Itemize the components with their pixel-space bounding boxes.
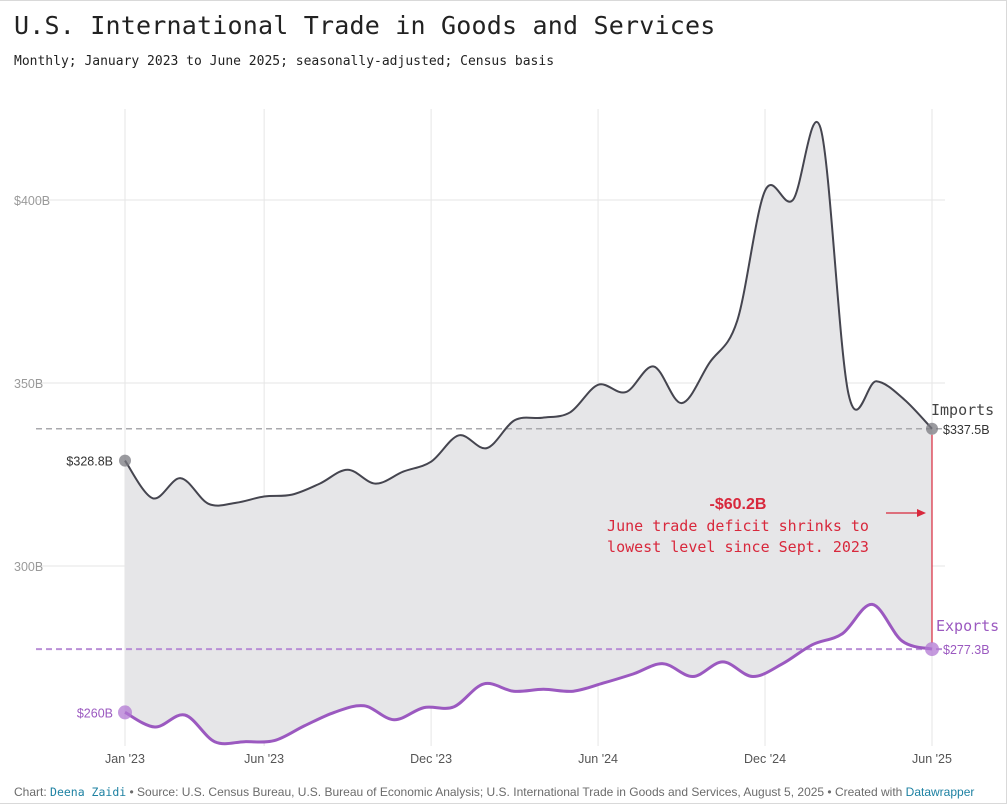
x-tick-label: Jun '23 [244, 752, 284, 766]
trade-chart: -$60.2B June trade deficit shrinks to lowe… [14, 109, 999, 766]
y-axis-labels: 300B 350B $400B [14, 194, 50, 574]
imports-start-marker [119, 454, 131, 467]
x-tick-label: Jan '23 [105, 752, 145, 766]
y-tick-label: $400B [14, 194, 50, 208]
annotation-text-line1: June trade deficit shrinks to [607, 517, 869, 535]
x-tick-label: Dec '23 [410, 752, 452, 766]
footer-chart-prefix: Chart: [14, 785, 51, 799]
exports-start-marker [118, 705, 132, 720]
y-tick-label: 350B [14, 377, 43, 391]
imports-series-label: Imports [931, 401, 994, 419]
x-tick-label: Dec '24 [744, 752, 786, 766]
chart-subtitle: Monthly; January 2023 to June 2025; seas… [14, 54, 555, 69]
datawrapper-link[interactable]: Datawrapper [905, 785, 975, 799]
imports-end-marker [926, 422, 938, 435]
imports-end-label: $337.5B [943, 423, 990, 437]
exports-series-label: Exports [936, 617, 999, 635]
footer-source: • Source: U.S. Census Bureau, U.S. Burea… [126, 785, 906, 799]
chart-footer: Chart: Deena Zaidi • Source: U.S. Census… [14, 785, 974, 799]
x-axis-labels: Jan '23 Jun '23 Dec '23 Jun '24 Dec '24 Jun '… [105, 752, 952, 766]
exports-end-label: $277.3B [943, 643, 990, 657]
deficit-value: -$60.2B [710, 496, 767, 513]
y-tick-label: 300B [14, 560, 43, 574]
imports-start-label: $328.8B [66, 455, 113, 469]
trade-gap-area [125, 121, 932, 744]
series-markers: $328.8B $337.5B Imports $260B $277.3B Exports [66, 401, 999, 720]
exports-line [124, 602, 933, 746]
reference-lines [36, 428, 945, 651]
exports-end-marker [925, 642, 939, 657]
x-tick-label: Jun '25 [912, 752, 952, 766]
annotation: -$60.2B June trade deficit shrinks to lowe… [607, 434, 933, 644]
annotation-arrowhead [917, 509, 926, 517]
author-link[interactable]: Deena Zaidi [50, 785, 127, 799]
exports-start-label: $260B [77, 706, 113, 720]
chart-title: U.S. International Trade in Goods and Se… [14, 11, 716, 40]
x-tick-label: Jun '24 [578, 752, 618, 766]
annotation-text-line2: lowest level since Sept. 2023 [607, 538, 869, 556]
imports-line [124, 120, 933, 507]
